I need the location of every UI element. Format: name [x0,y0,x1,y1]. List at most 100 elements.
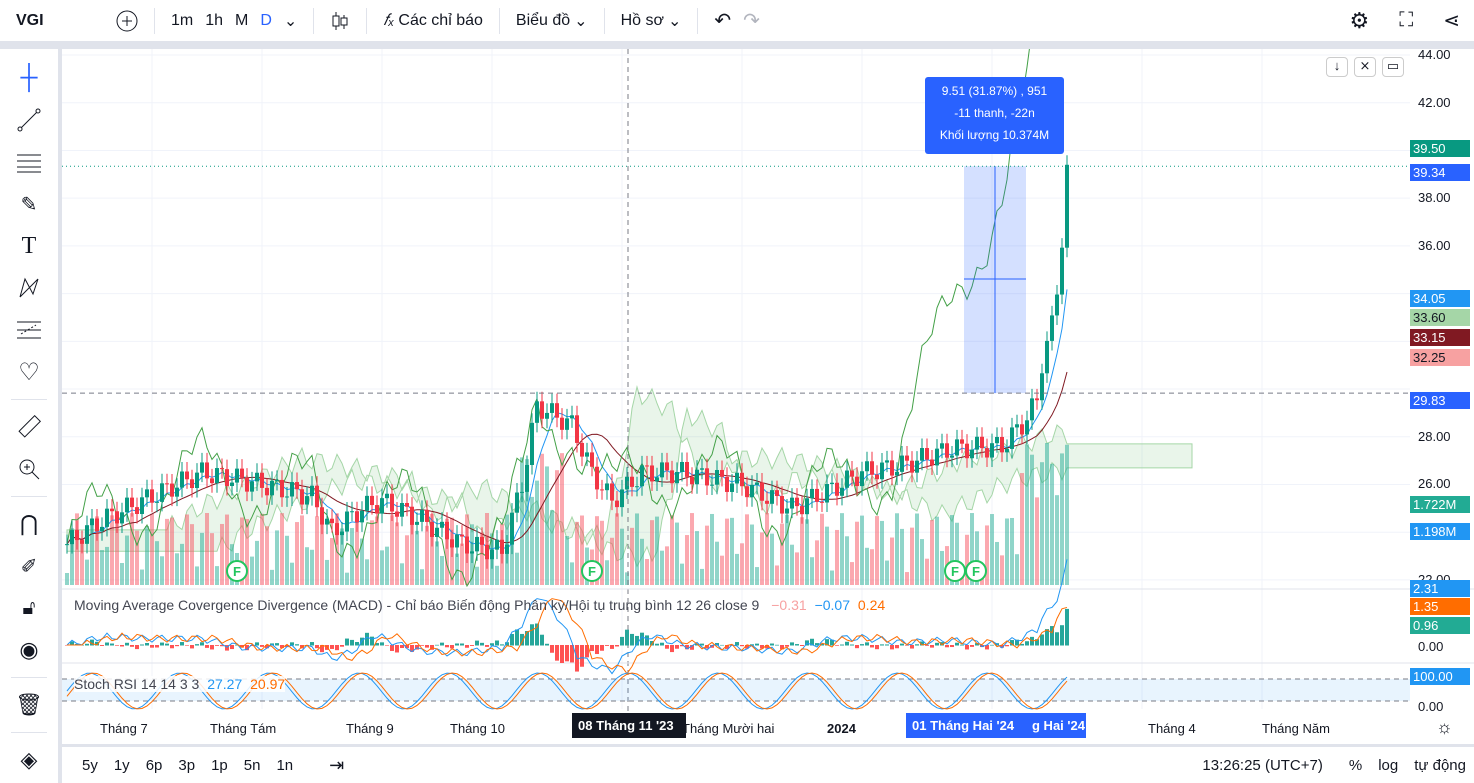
volume-bar [220,523,224,585]
candle-body [410,506,414,525]
macd-histogram-bar [195,644,199,646]
candle-body [345,511,349,532]
candle-body [800,506,804,515]
macd-histogram-bar [595,645,599,655]
unlock-icon[interactable]: 🔓︎ [22,596,36,619]
volume-bar [415,530,419,585]
macd-histogram-bar [915,644,919,646]
share-icon[interactable]: ⋖ [1443,10,1460,32]
chart-menu-button[interactable]: Biểu đồ ⌄ [515,11,588,30]
volume-bar [990,514,994,585]
undo-icon[interactable]: ↶ [714,10,732,32]
volume-bar [915,513,919,585]
macd-histogram-bar [820,643,824,646]
volume-bar [670,515,674,585]
eye-icon[interactable]: ◉ [19,637,39,662]
trash-icon[interactable]: 🗑︎ [15,692,43,717]
redo-icon[interactable]: ↷ [743,10,760,32]
volume-bar [515,552,519,585]
macd-histogram-bar [275,643,279,646]
volume-bar [155,541,159,585]
candle-body [660,462,664,478]
macd-histogram-bar [120,645,124,647]
candle-body [875,474,879,480]
macd-histogram-bar [175,645,179,647]
macd-histogram-bar [645,635,649,646]
percent-toggle[interactable]: % [1348,756,1363,774]
settings-gear-icon[interactable]: ⚙ [1349,7,1370,33]
fib-lines-icon[interactable] [9,142,49,182]
range-1p[interactable]: 1p [211,756,228,774]
volume-bar [1065,444,1069,585]
scroll-down-icon[interactable]: ↓ [1326,57,1348,77]
volume-bar [835,529,839,585]
interval-D[interactable]: D [260,11,272,29]
macd-histogram-bar [125,642,129,646]
price-label: 32.25 [1410,349,1470,366]
interval-1m[interactable]: 1m [171,11,194,29]
measure-bars: -11 thanh, -22n [954,106,1035,120]
range-5n[interactable]: 5n [243,756,261,774]
compare-add-icon[interactable] [110,10,144,32]
range-1y[interactable]: 1y [113,756,130,774]
candle-type-icon[interactable] [324,10,356,32]
indicators-button[interactable]: 𝑓ₓ Các chỉ báo [377,12,489,30]
interval-1h[interactable]: 1h [205,11,224,29]
indicators-label: Các chỉ báo [398,11,483,29]
layers-icon[interactable]: ◈ [20,747,38,772]
pattern-icon[interactable] [9,268,49,308]
macd-histogram-bar [735,642,739,646]
candle-body [840,487,844,496]
ruler-icon[interactable] [9,407,49,447]
auto-toggle[interactable]: tự động [1414,756,1466,774]
candle-body [505,544,509,554]
volume-bar [995,541,999,585]
profile-menu-button[interactable]: Hồ sơ ⌄ [620,11,682,30]
candle-body [525,464,529,492]
volume-bar [760,532,764,585]
chevron-down-icon[interactable]: ⌄ [283,12,298,30]
goto-date-icon[interactable]: ⇥ [329,754,345,775]
candle-body [925,448,929,460]
volume-bar [175,553,179,585]
range-6p[interactable]: 6p [145,756,163,774]
prediction-icon[interactable] [9,310,49,350]
price-tick: 42.00 [1418,94,1451,110]
macd-histogram-bar [345,638,349,646]
macd-histogram-bar [610,645,614,649]
volume-bar [710,513,714,585]
divider [366,7,368,34]
collapse-icon[interactable]: ⨯ [1354,57,1376,77]
range-5y[interactable]: 5y [82,756,98,774]
candle-body [510,512,514,545]
pane-axis-label: 1.35 [1410,598,1470,615]
macd-histogram-bar [420,645,424,646]
crosshair-icon[interactable]: ┼ [20,64,38,91]
candle-body [880,462,884,480]
clock[interactable]: 13:26:25 (UTC+7) [1202,756,1323,774]
candle-body [980,436,984,449]
candle-body [120,512,124,524]
range-1n[interactable]: 1n [276,756,294,774]
zoom-in-icon[interactable] [9,449,49,489]
dividend-marker [965,560,987,582]
volume-bar [605,560,609,585]
symbol-search[interactable]: VGI [16,11,44,29]
lock-drawing-icon[interactable]: ✐ [20,555,38,578]
trend-line-icon[interactable] [9,100,49,140]
price-label: 1.198M [1410,523,1470,540]
favorites-heart-icon[interactable]: ♡ [18,358,40,386]
maximize-icon[interactable]: ▭ [1382,57,1404,77]
magnet-icon[interactable]: ⋂ [19,511,39,536]
text-icon[interactable]: T [21,232,37,259]
volume-bar [935,516,939,585]
interval-M[interactable]: M [235,11,249,29]
axis-settings-icon[interactable]: ☼ [1436,717,1453,737]
brush-icon[interactable]: ✎ [20,193,38,216]
log-toggle[interactable]: log [1378,756,1399,774]
fullscreen-icon[interactable]: ⛶ [1399,9,1414,31]
range-3p[interactable]: 3p [178,756,196,774]
candle-body [250,481,254,492]
